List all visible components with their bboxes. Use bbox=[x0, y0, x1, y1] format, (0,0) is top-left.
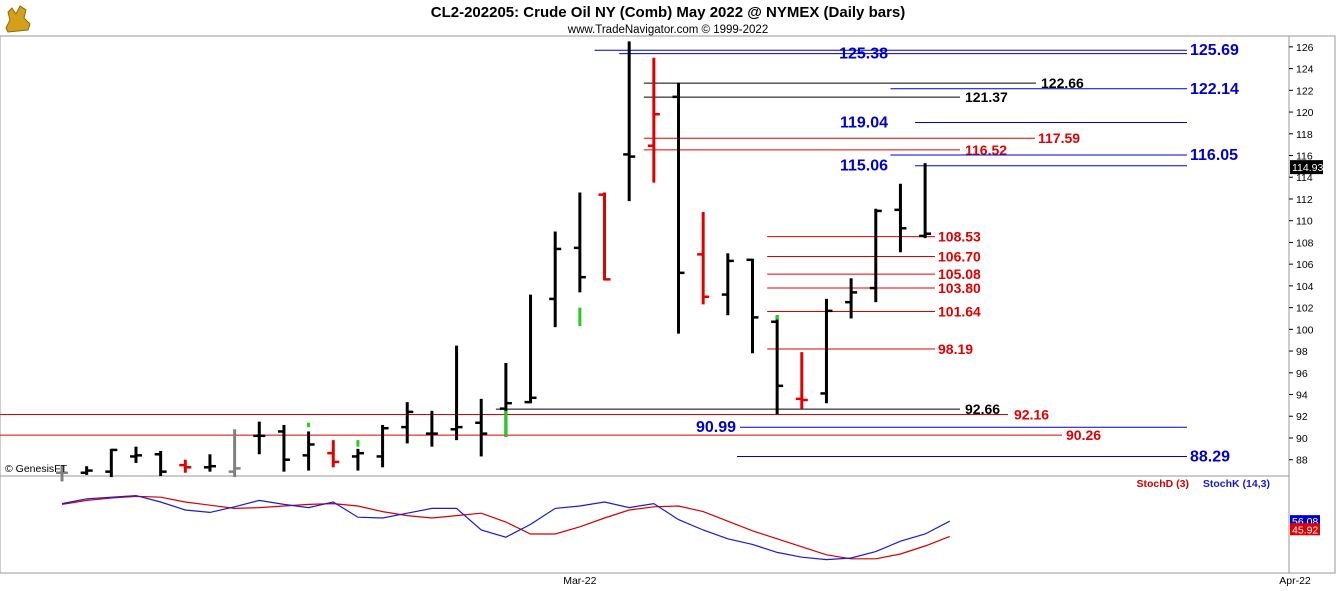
ohlc-bar bbox=[795, 352, 808, 409]
y-tick-label: 126 bbox=[1296, 42, 1314, 54]
y-tick-label: 98 bbox=[1296, 346, 1308, 358]
stoch-k-legend: StochK (14,3) bbox=[1203, 478, 1270, 490]
chart-title: CL2-202205: Crude Oil NY (Comb) May 2022… bbox=[431, 4, 906, 21]
level-label: 117.59 bbox=[1038, 130, 1080, 146]
level-label: 116.52 bbox=[965, 142, 1007, 158]
ohlc-bar bbox=[425, 410, 438, 447]
ohlc-bar bbox=[203, 454, 216, 472]
y-tick-label: 112 bbox=[1296, 194, 1313, 206]
level-label: 92.66 bbox=[965, 401, 1000, 417]
y-tick-label: 110 bbox=[1296, 216, 1313, 228]
level-label: 122.66 bbox=[1041, 75, 1084, 91]
ohlc-bar bbox=[327, 440, 340, 468]
level-label: 103.80 bbox=[938, 280, 981, 296]
ohlc-bar bbox=[623, 41, 636, 202]
y-tick-label: 118 bbox=[1296, 129, 1313, 141]
x-tick-label: Mar-22 bbox=[563, 575, 596, 587]
level-label: 115.06 bbox=[840, 158, 888, 175]
stoch-k-line bbox=[61, 494, 951, 561]
ohlc-bar bbox=[746, 258, 759, 354]
ohlc-bar bbox=[573, 192, 586, 293]
level-label: 125.69 bbox=[1190, 42, 1239, 59]
ohlc-bar bbox=[401, 402, 414, 444]
level-label: 119.04 bbox=[840, 114, 888, 131]
level-label: 105.08 bbox=[938, 266, 981, 282]
ohlc-bar bbox=[869, 208, 882, 303]
y-tick-label: 104 bbox=[1296, 281, 1314, 293]
level-label: 122.14 bbox=[1190, 81, 1239, 98]
price-panel-frame bbox=[0, 35, 1290, 477]
ohlc-bar bbox=[672, 82, 685, 334]
ohlc-bar bbox=[105, 448, 118, 478]
y-tick-label: 88 bbox=[1296, 455, 1308, 467]
y-tick-label: 90 bbox=[1296, 433, 1308, 445]
y-tick-label: 96 bbox=[1296, 368, 1308, 380]
ohlc-bar bbox=[351, 448, 364, 471]
ohlc-bar bbox=[228, 429, 241, 478]
ohlc-bar bbox=[845, 278, 858, 319]
ohlc-bar bbox=[376, 424, 389, 468]
stoch-d-badge bbox=[1290, 523, 1320, 536]
last-price-label: 114.93 bbox=[1292, 162, 1323, 174]
ohlc-bar bbox=[56, 465, 68, 482]
y-tick-label: 124 bbox=[1296, 64, 1314, 76]
ohlc-bar bbox=[179, 459, 192, 473]
y-tick-label: 122 bbox=[1296, 85, 1314, 97]
level-label: 121.37 bbox=[965, 89, 1008, 105]
level-label: 101.64 bbox=[938, 304, 981, 320]
y-tick-label: 116 bbox=[1296, 151, 1313, 163]
level-label: 106.70 bbox=[938, 249, 981, 265]
ohlc-bar bbox=[598, 192, 611, 281]
level-label: 116.05 bbox=[1190, 147, 1238, 164]
ohlc-bar bbox=[647, 57, 660, 183]
ohlc-bar bbox=[475, 398, 488, 457]
ohlc-bar bbox=[771, 315, 784, 415]
level-label: 90.26 bbox=[1066, 427, 1101, 443]
ohlc-bar bbox=[549, 231, 562, 328]
copyright-label: © GenesisFT bbox=[5, 463, 68, 475]
ohlc-bar bbox=[450, 345, 463, 441]
ohlc-bar bbox=[919, 163, 932, 239]
y-tick-label: 102 bbox=[1296, 303, 1314, 315]
ohlc-bar bbox=[524, 294, 537, 404]
x-tick-label: Apr-22 bbox=[1279, 575, 1311, 587]
ohlc-bar bbox=[820, 298, 833, 404]
level-label: 108.53 bbox=[938, 229, 981, 245]
y-tick-label: 100 bbox=[1296, 324, 1314, 336]
level-label: 88.29 bbox=[1190, 449, 1230, 466]
y-tick-label: 120 bbox=[1296, 107, 1314, 119]
level-label: 92.16 bbox=[1014, 407, 1049, 423]
ohlc-bar bbox=[277, 424, 290, 472]
level-label: 90.99 bbox=[696, 419, 736, 436]
ohlc-bar bbox=[80, 466, 93, 475]
y-tick-label: 114 bbox=[1296, 172, 1313, 184]
y-tick-label: 108 bbox=[1296, 237, 1314, 249]
level-label: 98.19 bbox=[938, 341, 973, 357]
stoch-d-value: 45.92 bbox=[1292, 524, 1318, 536]
y-tick-label: 94 bbox=[1296, 390, 1308, 402]
price-axis-frame bbox=[1288, 35, 1336, 574]
y-tick-label: 106 bbox=[1296, 259, 1314, 271]
ohlc-bar bbox=[697, 212, 710, 305]
level-label: 125.38 bbox=[839, 46, 888, 63]
stochastic-panel-frame bbox=[0, 475, 1290, 574]
stoch-d-legend: StochD (3) bbox=[1137, 478, 1190, 490]
bull-logo-icon bbox=[5, 5, 31, 33]
ohlc-bar bbox=[253, 421, 266, 455]
ohlc-bar bbox=[129, 446, 142, 463]
ohlc-bar bbox=[302, 431, 315, 471]
ohlc-bar bbox=[154, 451, 167, 476]
ohlc-bar bbox=[721, 253, 734, 316]
stoch-d-line bbox=[61, 495, 950, 560]
y-tick-label: 92 bbox=[1296, 411, 1308, 423]
last-price-badge bbox=[1290, 160, 1323, 175]
ohlc-bar bbox=[894, 183, 907, 253]
chart-subtitle: www.TradeNavigator.com © 1999-2022 bbox=[567, 24, 768, 36]
